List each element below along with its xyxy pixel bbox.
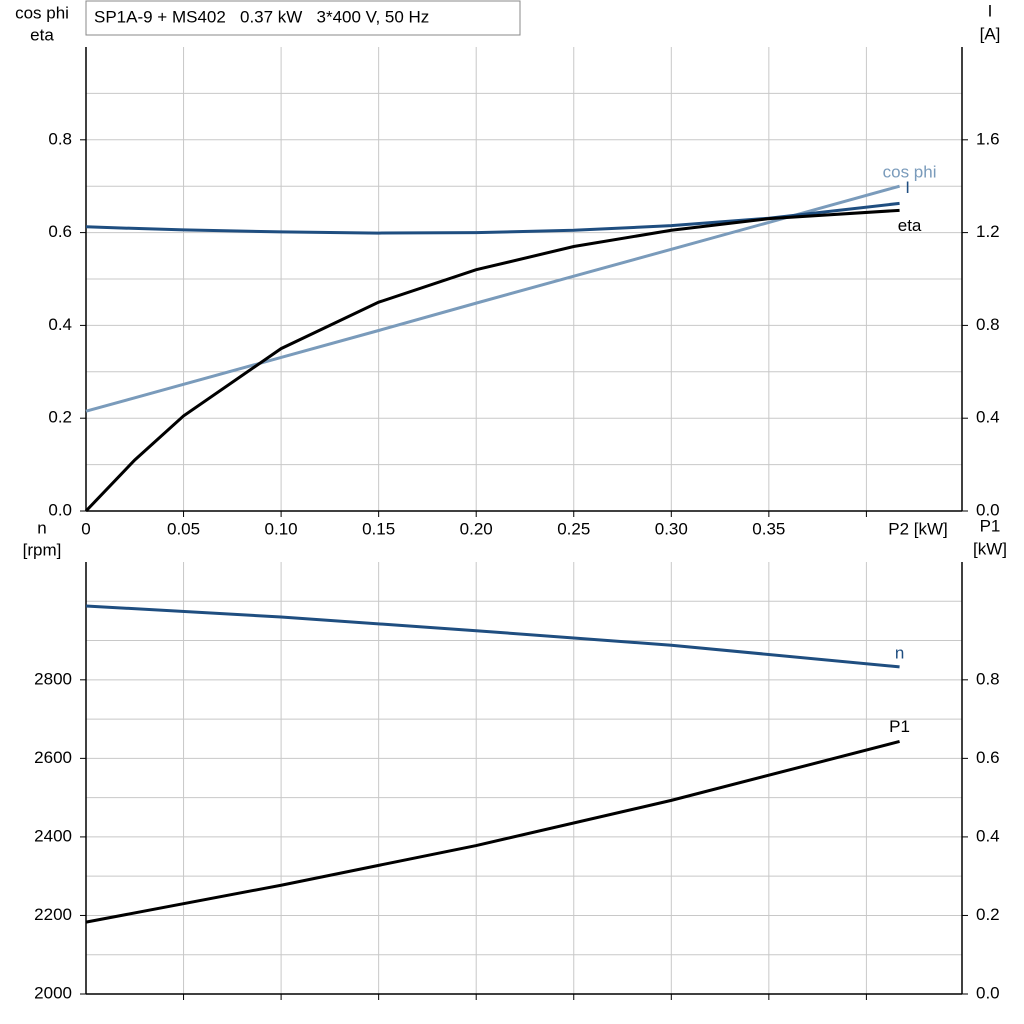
y2-tick-label: 0.8 (976, 315, 1000, 334)
x-tick-label: 0.05 (167, 519, 200, 538)
y-tick-label: 0.0 (48, 500, 72, 519)
y2-axis-label: P1 (980, 516, 1001, 535)
y-tick-label: 2600 (34, 748, 72, 767)
y2-tick-label: 0.8 (976, 669, 1000, 688)
y2-axis-label: [kW] (973, 539, 1007, 558)
y-tick-label: 0.2 (48, 408, 72, 427)
x-tick-label: 0.20 (460, 519, 493, 538)
y2-tick-label: 0.0 (976, 983, 1000, 1002)
series-label: cos phi (883, 163, 937, 182)
series-line (85, 201, 900, 235)
series-label: P1 (889, 717, 910, 736)
series-line (85, 604, 900, 669)
y2-tick-label: 0.2 (976, 905, 1000, 924)
y-axis-label: [rpm] (23, 540, 62, 559)
x-tick-label: 0.25 (557, 519, 590, 538)
y2-tick-label: 0.4 (976, 826, 1000, 845)
y-tick-label: 2800 (34, 669, 72, 688)
series-line (84, 208, 900, 513)
series-line (85, 184, 900, 413)
x-tick-label: 0 (81, 519, 90, 538)
x-tick-label: 0.30 (655, 519, 688, 538)
series-label: eta (898, 216, 922, 235)
title-box (85, 0, 521, 36)
x-tick-label: 0.35 (752, 519, 785, 538)
y-tick-label: 2000 (34, 983, 72, 1002)
y-tick-label: 0.6 (48, 222, 72, 241)
y-axis-label: n (37, 518, 46, 537)
y-tick-label: 2400 (34, 826, 72, 845)
y2-tick-label: 0.4 (976, 408, 1000, 427)
y2-tick-label: 0.0 (976, 500, 1000, 519)
y-tick-label: 2200 (34, 905, 72, 924)
y2-tick-label: 1.2 (976, 222, 1000, 241)
series-label: n (895, 643, 904, 662)
x-tick-label: 0.10 (265, 519, 298, 538)
y-tick-label: 0.8 (48, 129, 72, 148)
x-tick-label: 0.15 (362, 519, 395, 538)
y2-tick-label: 0.6 (976, 748, 1000, 767)
x-axis-label: P2 [kW] (888, 519, 948, 538)
chart-title: SP1A-9 + MS402 0.37 kW 3*400 V, 50 Hz (94, 7, 429, 26)
y2-axis-label: I (988, 1, 993, 20)
y-axis-label: cos phi (15, 3, 69, 22)
series-label: I (905, 178, 910, 197)
y-tick-label: 0.4 (48, 315, 72, 334)
series-line (85, 740, 900, 924)
y2-axis-label: [A] (980, 24, 1001, 43)
y-axis-label: eta (30, 25, 54, 44)
y2-tick-label: 1.6 (976, 129, 1000, 148)
